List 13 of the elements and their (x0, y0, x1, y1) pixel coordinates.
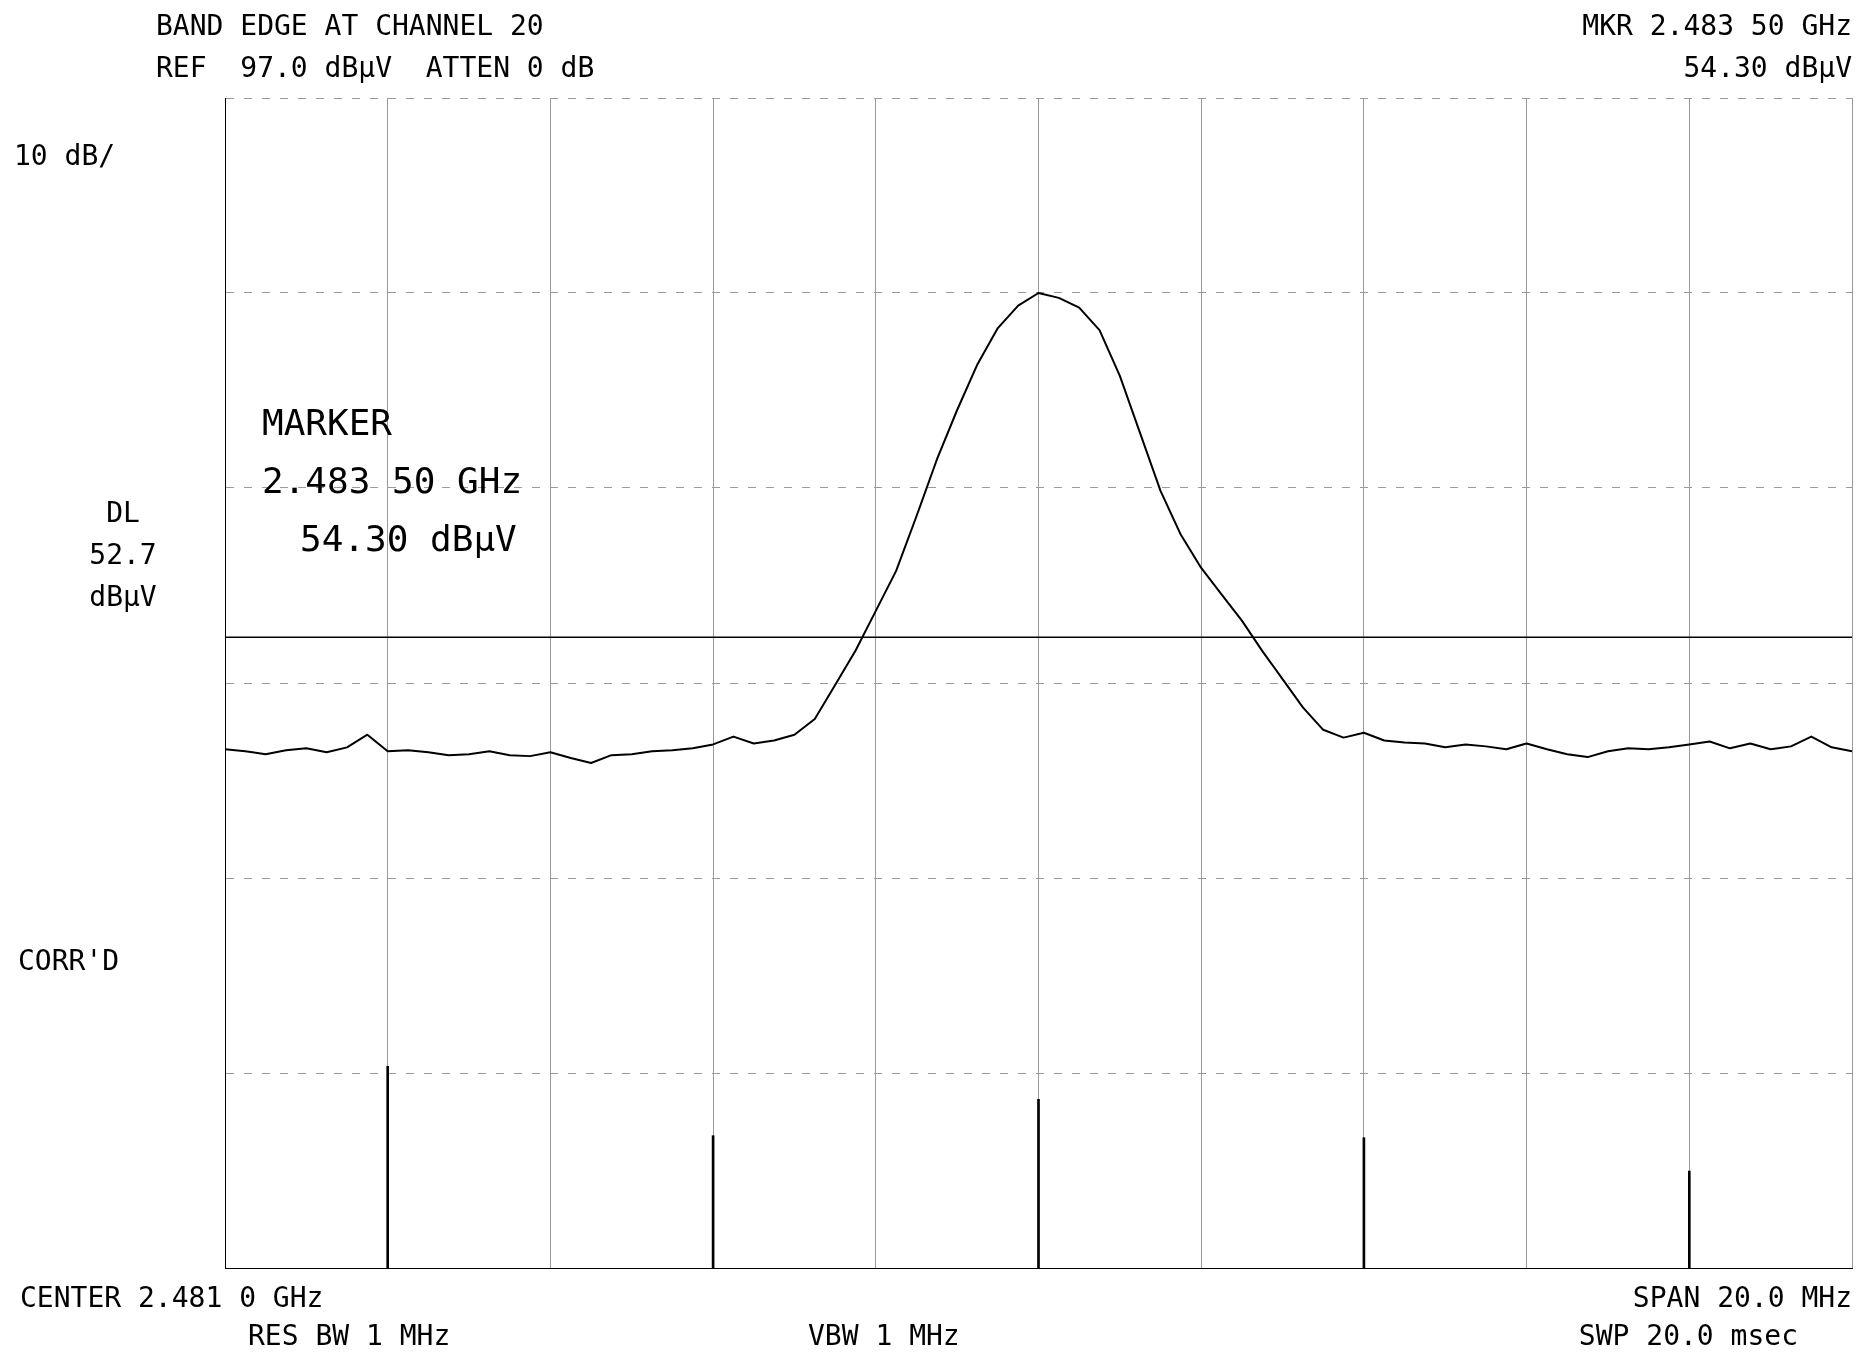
text: 54.30 dBμV (1683, 51, 1853, 85)
chart-subtitle: REF 97.0 dBμV ATTEN 0 dB (156, 51, 595, 85)
ref-line-label: DL 52.7 dBμV (89, 496, 157, 614)
text: MKR 2.483 50 GHz (1582, 9, 1852, 43)
annotation: MARKER 2.483 50 GHz 54.30 dBμV (262, 402, 523, 560)
text: VBW 1 MHz (808, 1319, 960, 1353)
text: CENTER 2.481 0 GHz (20, 1281, 324, 1315)
text: SPAN 20.0 MHz (1632, 1281, 1852, 1315)
chart-title: BAND EDGE AT CHANNEL 20 (156, 9, 544, 43)
text: RES BW 1 MHz (248, 1319, 451, 1353)
text: CORR'D (18, 944, 120, 978)
text: SWP 20.0 msec (1578, 1319, 1798, 1353)
text: 10 dB/ (14, 139, 116, 173)
